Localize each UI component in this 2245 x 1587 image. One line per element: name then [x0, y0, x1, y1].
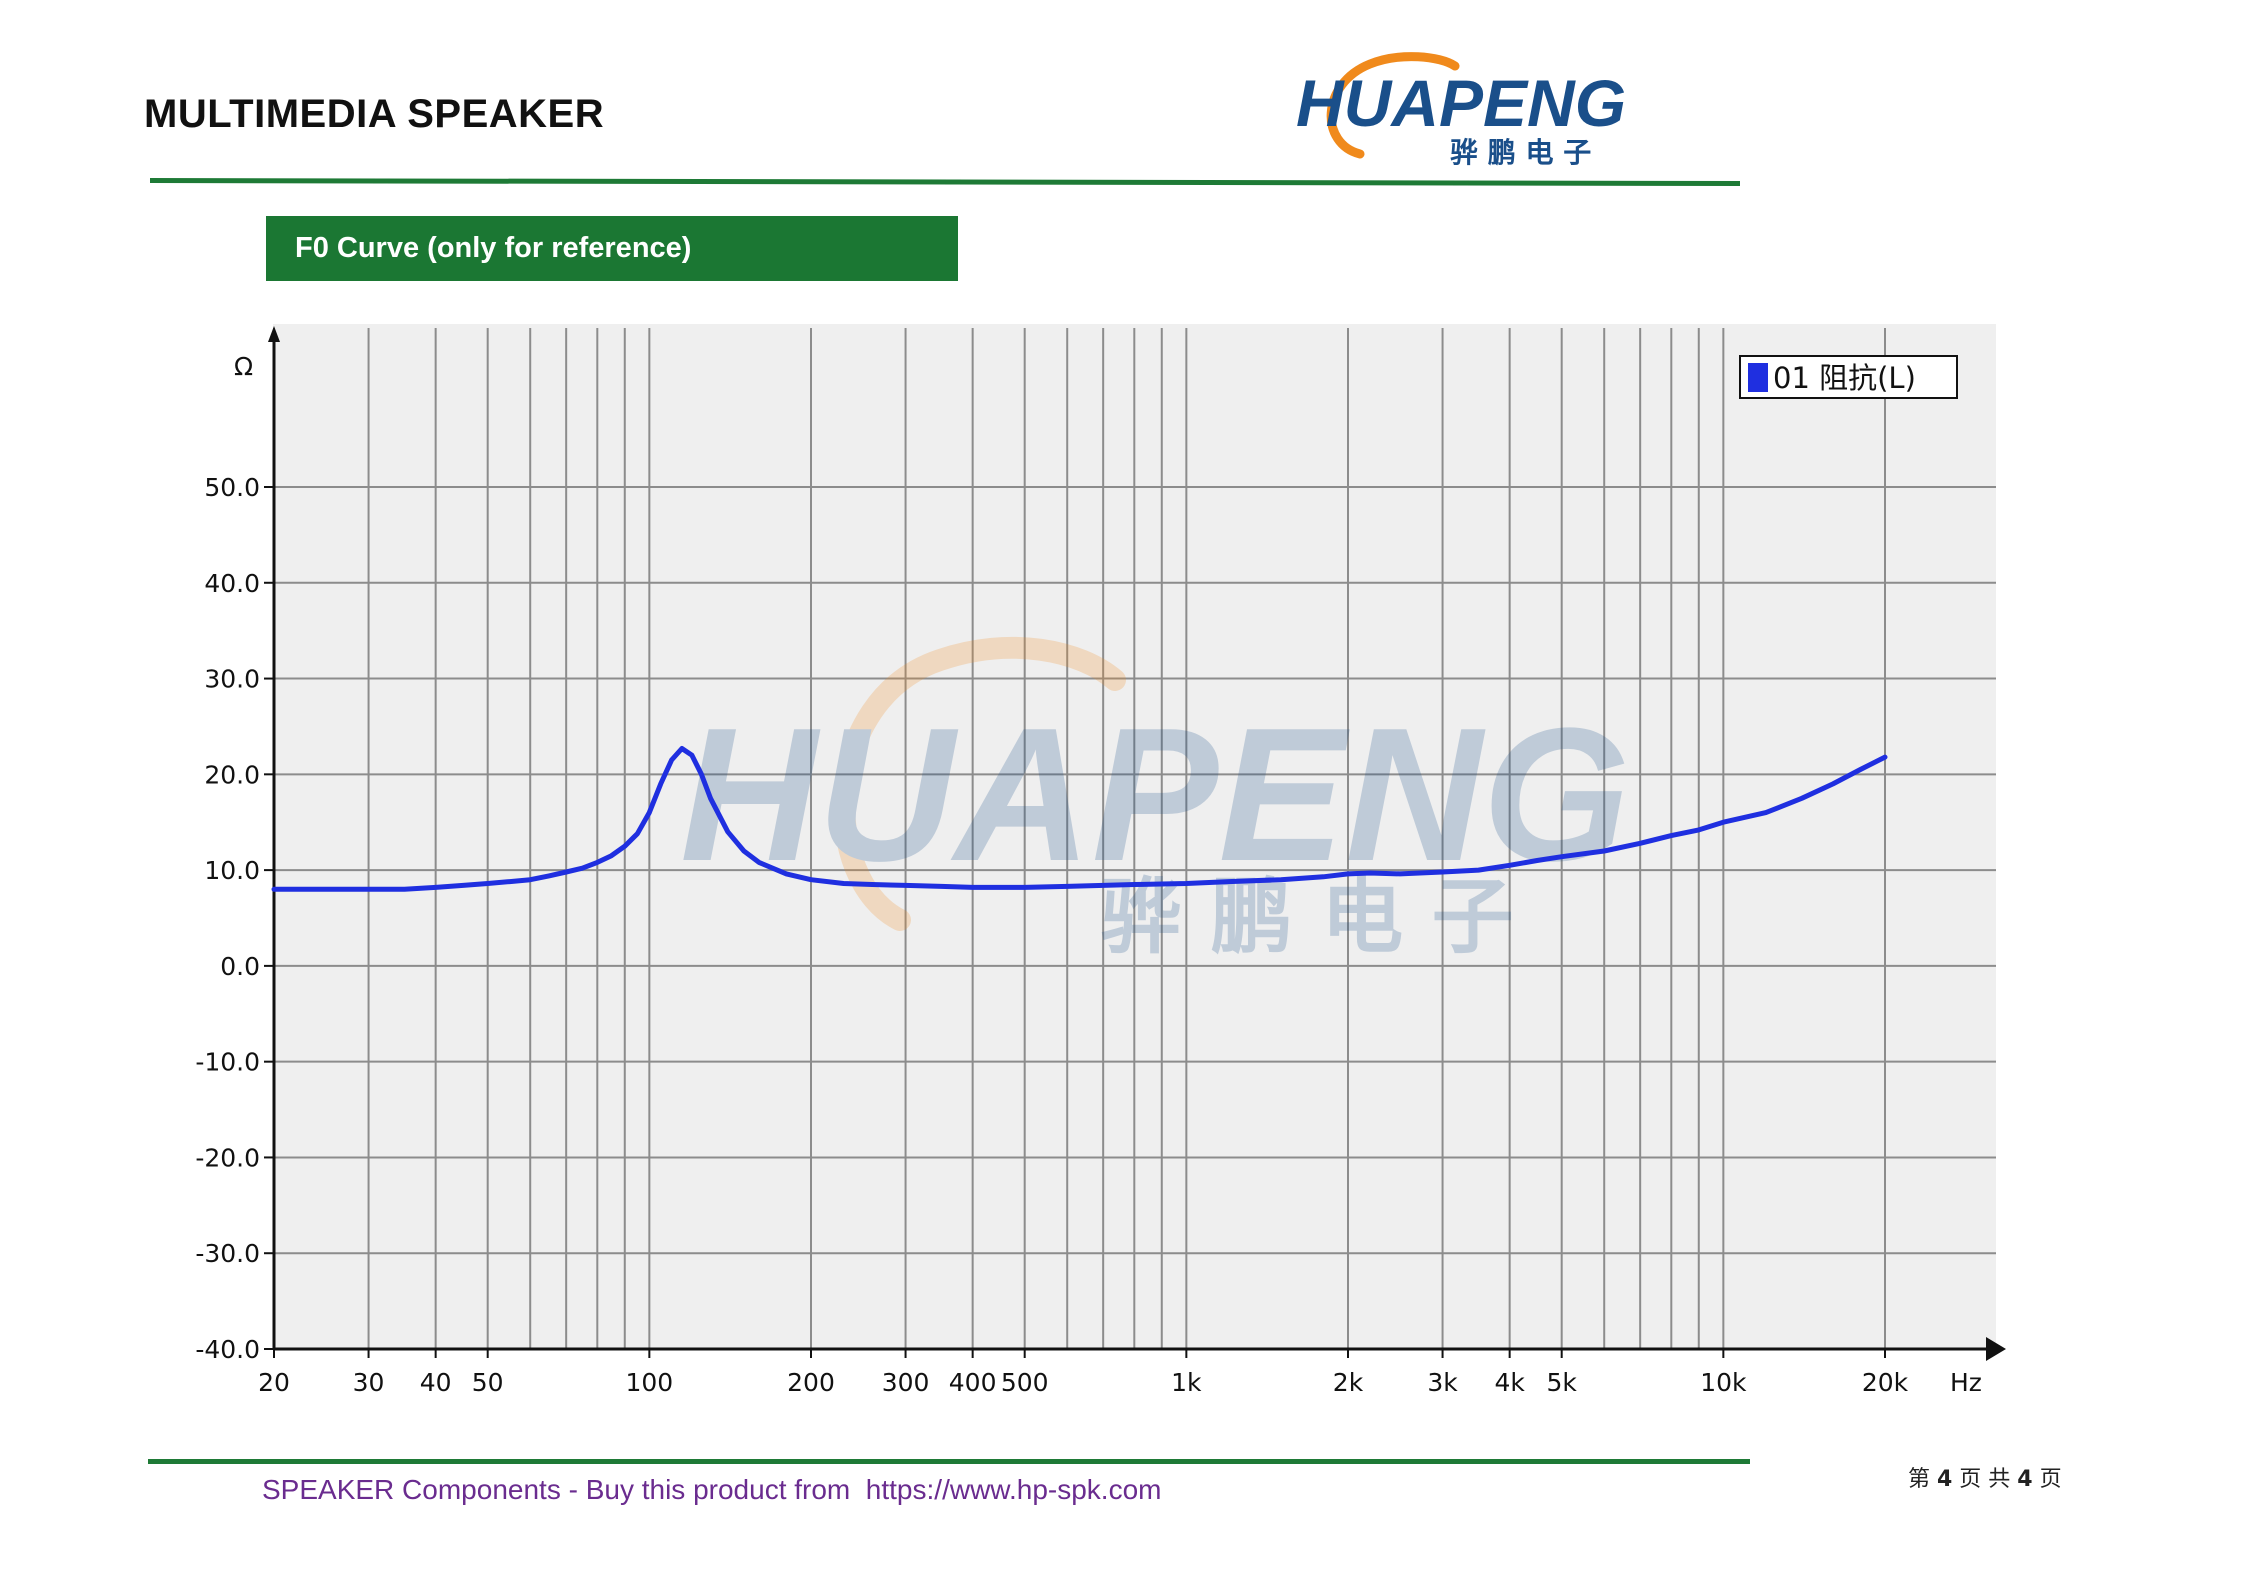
- watermark-swoosh: [833, 636, 1126, 931]
- y-tick-label: 30.0: [204, 665, 260, 694]
- grid-lines: [273, 328, 1996, 1350]
- y-tick-label: -30.0: [195, 1239, 260, 1268]
- series-impedance-line: [271, 746, 1888, 892]
- x-tick-label: 20k: [1862, 1368, 1909, 1397]
- x-tick-label: 10k: [1700, 1368, 1747, 1397]
- x-tick-label: 4k: [1494, 1368, 1525, 1397]
- y-tick-labels: 50.0 40.0 30.0 20.0 10.0 0.0 -10.0 -20.0 -30.0 -4…: [195, 473, 260, 1364]
- logo-swoosh: [1326, 52, 1460, 159]
- impedance-chart: HUAPENG 骅 鹏 电 子 50.0 40.0 30.0 20.0 10.0 0.0 -…: [195, 324, 2006, 1397]
- y-tick-label: -20.0: [195, 1143, 260, 1172]
- huapeng-logo: HUAPENG 骅 鹏 电 子: [1296, 52, 1626, 169]
- axes: [264, 326, 2006, 1361]
- y-tick-label: 40.0: [204, 569, 260, 598]
- x-tick-label: 200: [787, 1368, 835, 1397]
- watermark-wordmark: HUAPENG: [680, 689, 1630, 901]
- x-tick-label: 1k: [1171, 1368, 1202, 1397]
- x-tick-label: 300: [882, 1368, 930, 1397]
- logo-wordmark: HUAPENG: [1296, 66, 1626, 140]
- x-tick-label: 40: [420, 1368, 452, 1397]
- logo-chinese: 骅 鹏 电 子: [1450, 136, 1591, 169]
- legend: 01 阻抗(L): [1739, 355, 1958, 399]
- footer-text: SPEAKER Components - Buy this product fr…: [262, 1474, 1162, 1505]
- x-tick-labels: 20 30 40 50 100 200 300 400 500 1k 2k 3k 4k 5k 10k 20k: [258, 1368, 1909, 1397]
- x-tick-label: 50: [472, 1368, 504, 1397]
- x-tick-label: 3k: [1427, 1368, 1458, 1397]
- legend-box: [1739, 355, 1958, 399]
- section-banner: F0 Curve (only for reference): [266, 216, 958, 281]
- x-tick-label: 500: [1001, 1368, 1049, 1397]
- y-axis-arrow: [268, 326, 280, 342]
- y-tick-label: -10.0: [195, 1048, 260, 1077]
- watermark: HUAPENG 骅 鹏 电 子: [680, 636, 1630, 965]
- legend-swatch: [1748, 363, 1768, 392]
- x-tick-label: 2k: [1333, 1368, 1364, 1397]
- y-tick-label: 50.0: [204, 473, 260, 502]
- x-tick-label: 20: [258, 1368, 290, 1397]
- x-axis-arrow: [1986, 1337, 2006, 1361]
- y-tick-label: 10.0: [204, 856, 260, 885]
- x-axis-unit: Hz: [1950, 1368, 1982, 1397]
- y-tick-label: 0.0: [220, 952, 260, 981]
- y-tick-label: 20.0: [204, 760, 260, 789]
- x-tick-label: 5k: [1546, 1368, 1577, 1397]
- page-title: MULTIMEDIA SPEAKER: [144, 92, 605, 136]
- x-tick-label: 30: [353, 1368, 385, 1397]
- x-tick-label: 100: [625, 1368, 673, 1397]
- x-tick-label: 400: [949, 1368, 997, 1397]
- legend-label: 01 阻抗(L): [1773, 361, 1916, 395]
- y-tick-label: -40.0: [195, 1335, 260, 1364]
- page-number: 第 4 页 共 4 页: [1908, 1467, 2062, 1492]
- footer-divider: [148, 1459, 1750, 1464]
- header-divider: [150, 178, 1740, 187]
- y-axis-unit: Ω: [234, 352, 253, 381]
